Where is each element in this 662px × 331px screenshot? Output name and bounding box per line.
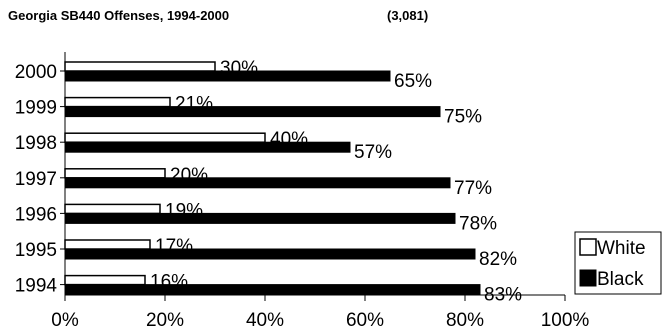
bar-black-1995 (64, 248, 476, 260)
data-label-black-1997: 77% (454, 178, 492, 199)
y-tick-label-2000: 2000 (15, 62, 57, 83)
y-tick-label-1998: 1998 (15, 133, 57, 154)
bars-layer: 30%65%21%75%40%57%20%77%19%78%17%82%16%8… (64, 58, 522, 306)
legend-label-white: White (597, 238, 646, 259)
data-label-white-1995: 17% (155, 236, 193, 257)
bar-white-1997 (64, 168, 166, 179)
bar-white-1994 (64, 274, 146, 286)
x-tick-label-40: 40% (246, 310, 284, 331)
data-label-white-1994: 16% (150, 272, 188, 293)
legend-swatch-white (579, 238, 597, 256)
y-tick-label-1994: 1994 (15, 276, 58, 297)
x-tick-label-20: 20% (146, 310, 184, 331)
x-tick-label-60: 60% (346, 310, 384, 331)
axes-layer: 2000 1999 1998 1997 1996 1995 1994 0% 20% 40% 60% 8… (15, 52, 590, 331)
legend-label-black: Black (597, 269, 644, 290)
bar-white-1996 (64, 203, 161, 215)
data-label-white-1999: 21% (175, 94, 213, 115)
data-label-black-1999: 75% (444, 107, 482, 128)
x-tick-label-80: 80% (446, 310, 484, 331)
data-label-black-1998: 57% (354, 142, 392, 163)
x-tick-label-0: 0% (51, 310, 79, 331)
bar-black-1999 (64, 106, 441, 118)
y-tick-label-1996: 1996 (15, 204, 57, 225)
chart-subtitle: (3,081) (387, 8, 429, 23)
bar-black-1996 (64, 212, 456, 224)
data-label-white-1997: 20% (170, 165, 208, 186)
data-label-white-1996: 19% (165, 200, 203, 221)
legend: White Black (574, 231, 662, 295)
x-tick-label-100: 100% (541, 310, 590, 331)
y-tick-label-1995: 1995 (15, 240, 57, 261)
data-label-black-1996: 78% (459, 213, 497, 234)
bar-black-1997 (64, 177, 451, 189)
data-label-white-1998: 40% (270, 129, 308, 150)
chart-title: Georgia SB440 Offenses, 1994-2000 (8, 8, 230, 23)
bar-white-1995 (64, 239, 151, 250)
bar-black-1994 (64, 284, 481, 296)
bar-white-1998 (64, 132, 266, 143)
y-tick-label-1997: 1997 (15, 169, 57, 190)
y-tick-label-1999: 1999 (15, 98, 57, 119)
bar-white-2000 (64, 61, 216, 72)
legend-swatch-black (579, 269, 597, 287)
bar-white-1999 (64, 96, 171, 108)
data-label-black-1995: 82% (479, 249, 517, 270)
data-label-black-2000: 65% (394, 71, 432, 92)
data-label-white-2000: 30% (220, 58, 258, 79)
